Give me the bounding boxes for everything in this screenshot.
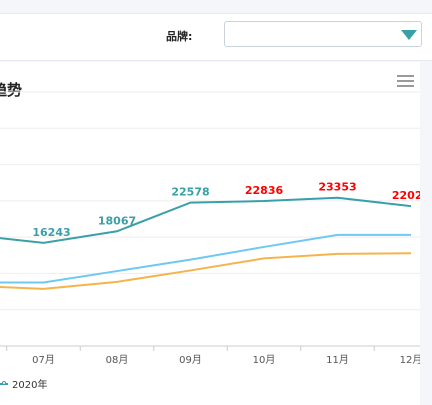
legend[interactable]: 2020年 [0,376,47,391]
series-line-0 [0,196,412,244]
dropdown-caret-icon [401,30,417,40]
line-chart: 07月 08月 09月 10月 11月 12月 16243 18067 22578 22836 23… [0,91,420,366]
series-line-2 [0,252,412,290]
brand-label: 品牌: [166,30,193,43]
filter-bar: 品牌: [0,13,432,61]
menu-icon[interactable] [397,75,414,89]
x-tick-label: 10月 [253,354,276,366]
data-label: 22836 [245,184,284,197]
data-label: 22578 [171,186,209,199]
series-line-1 [0,233,411,284]
data-label: 22024 [392,189,420,202]
x-tick-label: 09月 [179,354,202,366]
x-tick-label: 12月 [400,354,420,366]
data-label: 23353 [318,181,356,194]
legend-label: 2020年 [12,380,48,391]
legend-marker-icon [0,380,8,387]
x-tick-label: 11月 [326,354,349,366]
brand-select[interactable] [224,21,422,47]
data-label: 16243 [32,226,70,239]
x-tick-label: 07月 [32,354,55,366]
x-tick-label: 08月 [106,354,129,366]
card-title: 趋势 [0,81,23,99]
trend-card: 趋势 07月 08月 09月 10月 11月 12月 16243 18067 22578 2283… [0,62,420,405]
data-label: 18067 [98,214,136,227]
